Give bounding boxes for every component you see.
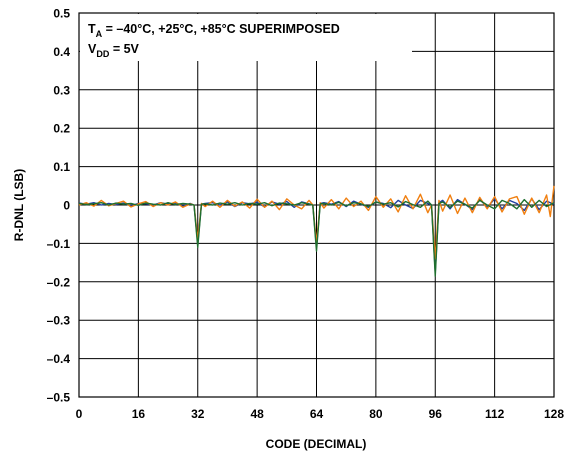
annotation-background [80, 14, 412, 61]
y-tick-label: –0.1 [47, 237, 71, 251]
x-tick-label: 0 [76, 407, 83, 421]
x-tick-label: 32 [191, 407, 205, 421]
y-tick-label: –0.4 [47, 352, 71, 366]
y-tick-label: 0.2 [53, 122, 70, 136]
x-tick-label: 64 [310, 407, 324, 421]
y-tick-label: 0.4 [53, 45, 70, 59]
y-tick-label: –0.3 [47, 314, 71, 328]
y-tick-label: 0.1 [53, 160, 70, 174]
x-tick-label: 48 [250, 407, 264, 421]
x-tick-label: 80 [369, 407, 383, 421]
y-tick-label: –0.5 [47, 391, 71, 405]
y-axis-title: R-DNL (LSB) [12, 169, 26, 241]
series-line-3 [78, 198, 555, 277]
y-tick-label: 0.3 [53, 83, 70, 97]
series-layer [78, 185, 555, 277]
y-axis-tick-labels: 0.5 0.4 0.3 0.2 0.1 0 –0.1 –0.2 –0.3 –0.4 –0.5 [47, 7, 71, 405]
x-tick-label: 96 [429, 407, 443, 421]
x-tick-label: 112 [485, 407, 505, 421]
y-tick-label: –0.2 [47, 275, 71, 289]
y-tick-label: 0.5 [53, 7, 70, 21]
x-axis-tick-labels: 0 16 32 48 64 80 96 112 128 [76, 407, 565, 421]
annotation-box: TA = –40°C, +25°C, +85°C SUPERIMPOSED VD… [80, 14, 412, 61]
x-tick-label: 16 [132, 407, 146, 421]
x-axis-title: CODE (DECIMAL) [266, 437, 367, 451]
annotation-supply-voltage: VDD = 5V [88, 42, 140, 59]
x-tick-label: 128 [544, 407, 564, 421]
annotation-temperature: TA = –40°C, +25°C, +85°C SUPERIMPOSED [88, 22, 340, 39]
y-tick-label: 0 [63, 199, 70, 213]
